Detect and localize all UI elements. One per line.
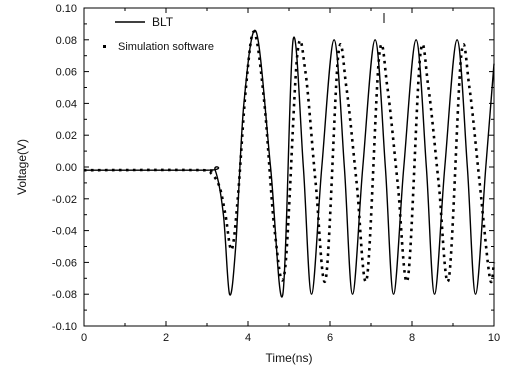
y-tick-label: 0.10	[56, 3, 77, 15]
y-axis-label: Voltage(V)	[15, 139, 29, 195]
y-tick-label: 0.02	[56, 130, 77, 142]
legend: BLT Simulation software	[103, 15, 214, 53]
series-line-simulation	[83, 30, 496, 284]
legend-swatch-simulation	[103, 45, 106, 48]
y-tick-label: -0.02	[52, 194, 77, 206]
legend-label-blt: BLT	[152, 15, 174, 29]
x-tick-label: 4	[245, 332, 251, 344]
legend-label-simulation: Simulation software	[118, 41, 214, 53]
y-axis-ticks: -0.10 -0.08 -0.06 -0.04 -0.02 0.00 0.02 0.04 0.0…	[52, 3, 494, 333]
y-tick-label: 0.06	[56, 67, 77, 79]
x-tick-label: 2	[163, 332, 169, 344]
y-tick-label: -0.10	[52, 321, 77, 333]
series-layer	[83, 29, 496, 298]
y-tick-label: -0.04	[52, 226, 77, 238]
y-tick-label: 0.00	[56, 162, 77, 174]
x-axis-label: Time(ns)	[266, 351, 313, 365]
x-tick-label: 0	[81, 332, 87, 344]
y-tick-label: 0.04	[56, 98, 77, 110]
x-axis-ticks: 0 2 4 6 8 10	[81, 8, 500, 344]
y-tick-label: -0.06	[52, 257, 77, 269]
x-tick-label: 8	[409, 332, 415, 344]
y-tick-label: -0.08	[52, 289, 77, 301]
x-tick-label: 6	[327, 332, 333, 344]
series-line-blt	[84, 29, 495, 298]
y-tick-label: 0.08	[56, 35, 77, 47]
x-tick-label: 10	[488, 332, 500, 344]
